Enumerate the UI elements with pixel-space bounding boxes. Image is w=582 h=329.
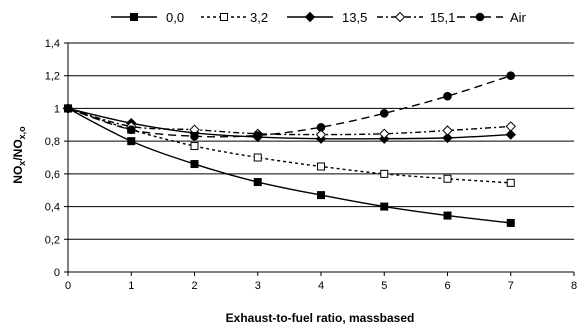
- series-3-point-5: [379, 128, 390, 139]
- series-1-point-4: [317, 162, 325, 171]
- series-1-point-3: [253, 153, 262, 162]
- x-tick-label-8: 8: [571, 280, 577, 292]
- series-lines: [62, 71, 516, 227]
- series-4-point-5: [379, 109, 389, 118]
- series-1-point-2: [190, 142, 199, 151]
- y-axis-title-sub2: x,o: [17, 126, 27, 140]
- x-tick-label-5: 5: [381, 280, 387, 292]
- y-tick-label-1: 0,2: [45, 234, 60, 246]
- legend-item-2: 13,5: [287, 10, 367, 25]
- legend-marker-4: [475, 12, 485, 22]
- legend-marker-3: [394, 11, 406, 23]
- legend-item-0: 0,0: [111, 10, 184, 25]
- y-tick-label-0: 0: [54, 267, 60, 279]
- series-2-point-7: [505, 129, 516, 140]
- series-2-point-6: [442, 132, 453, 144]
- legend-item-3: 15,1: [377, 10, 455, 25]
- y-axis-title-sep: /NO: [11, 139, 25, 160]
- x-tick-label-3: 3: [255, 280, 261, 292]
- y-axis-title-main: NO: [11, 166, 25, 184]
- series-3-point-7: [505, 121, 516, 132]
- series-4: [63, 71, 516, 141]
- series-3-point-6: [442, 125, 453, 136]
- y-tick-label-5: 1: [54, 103, 60, 115]
- series-4-point-6: [443, 91, 452, 101]
- y-tick-label-6: 1,2: [45, 71, 60, 83]
- series-4-point-4: [316, 122, 326, 132]
- legend: 0,0 3,2 13,5 15,1 Air: [111, 10, 527, 25]
- series-4-point-0: [63, 104, 73, 113]
- series-line-1: [67, 107, 511, 184]
- legend-marker-0: [130, 13, 138, 21]
- series-0-point-4: [317, 191, 325, 200]
- x-tick-label-4: 4: [318, 280, 324, 292]
- legend-label-1: 3,2: [250, 10, 268, 25]
- x-tick-label-7: 7: [508, 280, 514, 292]
- y-tick-label-4: 0,8: [45, 136, 60, 148]
- tick-labels: 0 0,2 0,4 0,6 0,8 1 1,2 1,4 0 1 2 3 4 5 6 7 8: [45, 38, 577, 292]
- legend-label-3: 15,1: [430, 10, 455, 25]
- y-tick-label-3: 0,6: [45, 169, 60, 181]
- series-1-point-6: [443, 174, 452, 183]
- x-axis-title: Exhaust-to-fuel ratio, massbased: [226, 311, 415, 325]
- axes: [64, 42, 575, 276]
- x-tick-label-6: 6: [444, 280, 450, 292]
- series-1-point-7: [506, 178, 515, 187]
- legend-label-2: 13,5: [342, 10, 367, 25]
- y-axis-title: NOx/NOx,o: [11, 126, 27, 184]
- series-4-point-3: [253, 131, 263, 140]
- y-axis-title-sub1: x: [17, 161, 27, 166]
- legend-marker-1: [220, 13, 228, 21]
- series-3-point-4: [315, 129, 327, 140]
- series-4-point-2: [190, 131, 199, 141]
- legend-item-4: Air: [457, 10, 527, 25]
- series-0-point-1: [127, 137, 136, 146]
- series-0-point-3: [253, 178, 262, 187]
- x-tick-label-2: 2: [191, 280, 197, 292]
- legend-item-1: 3,2: [201, 10, 268, 25]
- series-0-point-7: [506, 218, 515, 227]
- y-tick-label-7: 1,4: [45, 38, 60, 50]
- legend-label-0: 0,0: [166, 10, 184, 25]
- y-tick-label-2: 0,4: [45, 202, 60, 214]
- series-0-point-6: [443, 211, 452, 220]
- series-4-point-1: [126, 125, 136, 134]
- x-tick-label-1: 1: [128, 280, 134, 292]
- x-tick-label-0: 0: [65, 280, 71, 292]
- series-0: [64, 104, 515, 227]
- legend-marker-2: [304, 11, 316, 23]
- series-1-point-5: [380, 169, 389, 178]
- series-0-point-5: [380, 202, 389, 211]
- series-0-point-2: [190, 160, 199, 169]
- legend-label-4: Air: [510, 10, 527, 25]
- gridlines: [68, 42, 574, 240]
- series-4-point-7: [506, 71, 516, 81]
